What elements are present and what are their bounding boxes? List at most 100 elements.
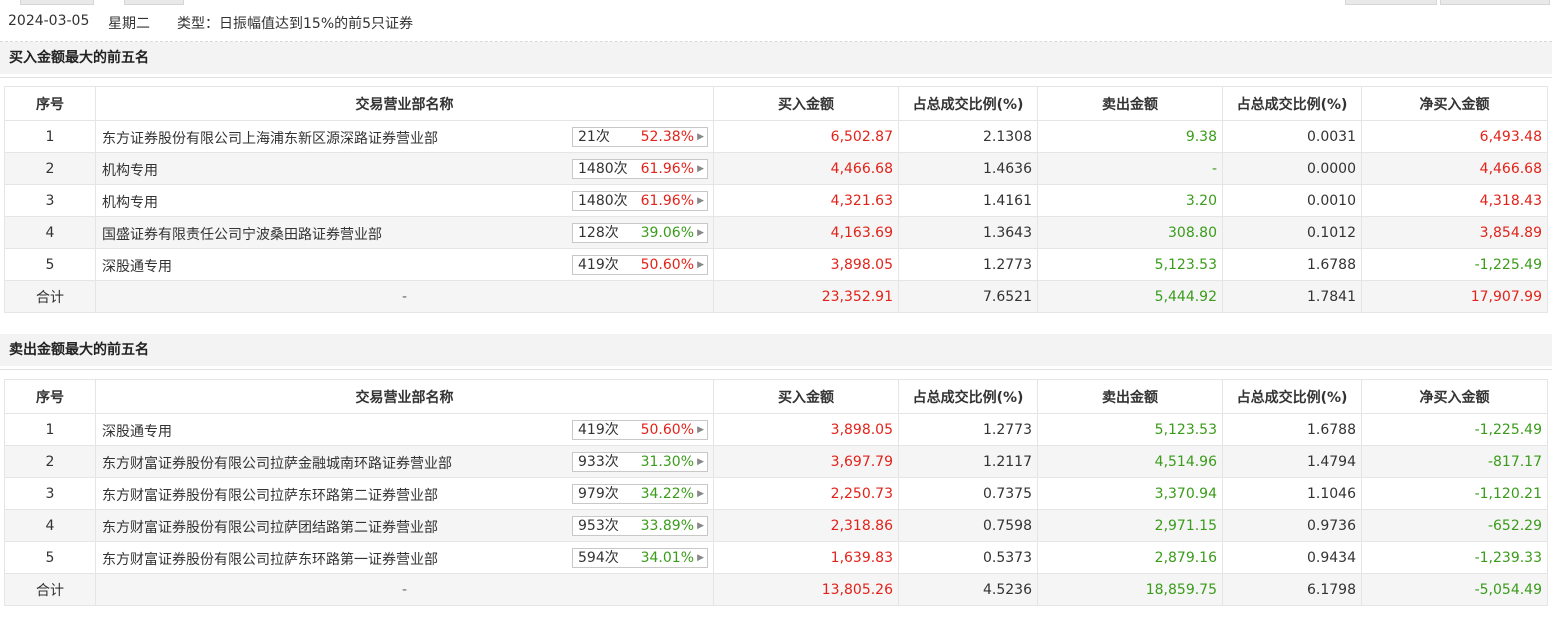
buy-ratio: 1.4636: [898, 152, 1038, 185]
buy-ratio: 0.5373: [898, 541, 1038, 574]
branch-name[interactable]: 东方财富证券股份有限公司拉萨团结路第二证券营业部: [102, 520, 438, 536]
buy-ratio: 1.2117: [898, 445, 1038, 478]
branch-name-cell: 机构专用 1480次 61.96% ▶: [95, 152, 714, 185]
table-body: 1 东方证券股份有限公司上海浦东新区源深路证券营业部 21次 52.38% ▶ 6,502…: [4, 120, 1548, 313]
net-buy-amount: -652.29: [1361, 509, 1548, 542]
listing-count: 21次: [578, 129, 610, 145]
branch-name[interactable]: 国盛证券有限责任公司宁波桑田路证券营业部: [102, 227, 382, 243]
buy-amount: 3,898.05: [713, 248, 899, 281]
sell-ratio: 0.1012: [1222, 216, 1362, 249]
branch-stats-badge[interactable]: 953次 33.89% ▶: [572, 516, 708, 536]
branch-name-cell: 国盛证券有限责任公司宁波桑田路证券营业部 128次 39.06% ▶: [95, 216, 714, 249]
tab-stub[interactable]: [20, 0, 94, 5]
branch-stats-badge[interactable]: 594次 34.01% ▶: [572, 548, 708, 568]
listing-pct: 61.96%: [640, 161, 694, 177]
branch-name[interactable]: 东方财富证券股份有限公司拉萨东环路第二证券营业部: [102, 488, 438, 504]
branch-stats-badge[interactable]: 21次 52.38% ▶: [572, 127, 708, 147]
triangle-right-icon: ▶: [697, 196, 704, 206]
total-buy-amount: 13,805.26: [713, 573, 899, 606]
sell-ratio: 0.9736: [1222, 509, 1362, 542]
listing-pct: 50.60%: [640, 422, 694, 438]
sell-section-title: 卖出金额最大的前五名: [0, 334, 1552, 370]
table-row: 2 机构专用 1480次 61.96% ▶ 4,466.68 1.4636-0.0000 4,…: [4, 152, 1548, 185]
col-header-net-buy: 净买入金额: [1361, 86, 1548, 121]
triangle-right-icon: ▶: [697, 228, 704, 238]
listing-count: 594次: [578, 550, 619, 566]
branch-name-cell: 东方财富证券股份有限公司拉萨金融城南环路证券营业部 933次 31.30% ▶: [95, 445, 714, 478]
listing-pct: 31.30%: [640, 454, 694, 470]
row-index: 5: [4, 541, 96, 574]
sell-ratio: 0.0010: [1222, 184, 1362, 217]
branch-name-cell: 东方财富证券股份有限公司拉萨东环路第一证券营业部 594次 34.01% ▶: [95, 541, 714, 574]
row-index: 1: [4, 413, 96, 446]
row-index: 5: [4, 248, 96, 281]
listing-count: 953次: [578, 518, 619, 534]
branch-name[interactable]: 深股通专用: [102, 424, 172, 440]
row-index: 4: [4, 509, 96, 542]
branch-name[interactable]: 东方财富证券股份有限公司拉萨金融城南环路证券营业部: [102, 456, 452, 472]
listing-pct: 52.38%: [640, 129, 694, 145]
sell-amount: 5,123.53: [1037, 248, 1223, 281]
buy-amount: 6,502.87: [713, 120, 899, 153]
branch-stats-badge[interactable]: 1480次 61.96% ▶: [572, 159, 708, 179]
col-header-buy-ratio: 占总成交比例(%): [898, 379, 1038, 414]
buy-amount: 4,321.63: [713, 184, 899, 217]
branch-stats-badge[interactable]: 419次 50.60% ▶: [572, 255, 708, 275]
buy-amount: 4,163.69: [713, 216, 899, 249]
listing-count: 933次: [578, 454, 619, 470]
col-header-index: 序号: [4, 379, 96, 414]
col-header-sell-amount: 卖出金额: [1037, 86, 1223, 121]
total-buy-ratio: 4.5236: [898, 573, 1038, 606]
trade-weekday: 星期二: [108, 16, 150, 32]
buy-ratio: 2.1308: [898, 120, 1038, 153]
total-sell-ratio: 6.1798: [1222, 573, 1362, 606]
branch-name[interactable]: 深股通专用: [102, 259, 172, 275]
col-header-branch-name: 交易营业部名称: [95, 379, 714, 414]
listing-count: 419次: [578, 257, 619, 273]
buy-amount: 4,466.68: [713, 152, 899, 185]
sell-amount: 3.20: [1037, 184, 1223, 217]
table-row: 3 东方财富证券股份有限公司拉萨东环路第二证券营业部 979次 34.22% ▶ 2,25…: [4, 477, 1548, 510]
branch-name[interactable]: 东方证券股份有限公司上海浦东新区源深路证券营业部: [102, 131, 438, 147]
branch-stats-badge[interactable]: 979次 34.22% ▶: [572, 484, 708, 504]
col-header-sell-ratio: 占总成交比例(%): [1222, 379, 1362, 414]
table-row: 4 国盛证券有限责任公司宁波桑田路证券营业部 128次 39.06% ▶ 4,163.69…: [4, 216, 1548, 249]
tab-stub[interactable]: [1440, 0, 1550, 5]
total-row: 合计 -13,805.26 4.5236 18,859.75 6.1798 -5,054.…: [4, 573, 1548, 606]
col-header-buy-ratio: 占总成交比例(%): [898, 86, 1038, 121]
sell-ratio: 0.0031: [1222, 120, 1362, 153]
row-index: 1: [4, 120, 96, 153]
table-body: 1 深股通专用 419次 50.60% ▶ 3,898.05 1.2773 5,123.53 1…: [4, 413, 1548, 606]
list-type: 类型：日振幅值达到15%的前5只证券: [177, 16, 414, 32]
table-row: 4 东方财富证券股份有限公司拉萨团结路第二证券营业部 953次 33.89% ▶ 2,31…: [4, 509, 1548, 542]
branch-stats-badge[interactable]: 1480次 61.96% ▶: [572, 191, 708, 211]
triangle-right-icon: ▶: [697, 457, 704, 467]
total-sell-ratio: 1.7841: [1222, 280, 1362, 313]
table-row: 2 东方财富证券股份有限公司拉萨金融城南环路证券营业部 933次 31.30% ▶ 3,6…: [4, 445, 1548, 478]
net-buy-amount: -817.17: [1361, 445, 1548, 478]
row-index: 3: [4, 184, 96, 217]
branch-stats-badge[interactable]: 933次 31.30% ▶: [572, 452, 708, 472]
branch-name-cell: 东方财富证券股份有限公司拉萨团结路第二证券营业部 953次 33.89% ▶: [95, 509, 714, 542]
triangle-right-icon: ▶: [697, 489, 704, 499]
total-buy-amount: 23,352.91: [713, 280, 899, 313]
buy-ratio: 1.2773: [898, 413, 1038, 446]
total-branch-name: -: [95, 280, 714, 313]
row-index: 2: [4, 152, 96, 185]
table-header-row: 序号 交易营业部名称 买入金额 占总成交比例(%) 卖出金额 占总成交比例(%) 净买入金额: [4, 379, 1548, 414]
branch-stats-badge[interactable]: 128次 39.06% ▶: [572, 223, 708, 243]
tab-stub[interactable]: [1345, 0, 1437, 5]
branch-stats-badge[interactable]: 419次 50.60% ▶: [572, 420, 708, 440]
branch-name[interactable]: 机构专用: [102, 195, 158, 211]
col-header-sell-amount: 卖出金额: [1037, 379, 1223, 414]
listing-count: 979次: [578, 486, 619, 502]
buy-amount: 1,639.83: [713, 541, 899, 574]
sell-amount: 2,879.16: [1037, 541, 1223, 574]
tab-stub[interactable]: [124, 0, 184, 5]
sell-ratio: 0.9434: [1222, 541, 1362, 574]
branch-name[interactable]: 东方财富证券股份有限公司拉萨东环路第一证券营业部: [102, 552, 438, 568]
branch-name-cell: 深股通专用 419次 50.60% ▶: [95, 413, 714, 446]
buy-amount: 2,250.73: [713, 477, 899, 510]
branch-name-cell: 机构专用 1480次 61.96% ▶: [95, 184, 714, 217]
branch-name[interactable]: 机构专用: [102, 163, 158, 179]
